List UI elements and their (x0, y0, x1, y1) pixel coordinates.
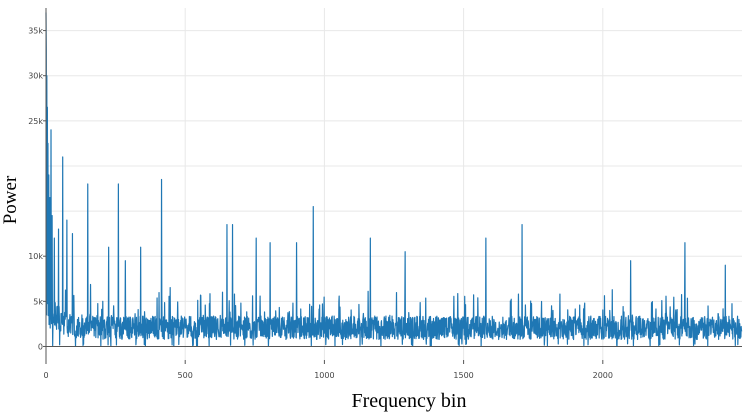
y-tick-label: 5k (33, 297, 43, 306)
series-layer (45, 12, 743, 348)
y-tick-label: 25k (28, 117, 43, 126)
axes (45, 8, 742, 360)
y-tick-label: 0 (38, 342, 43, 351)
grid (46, 8, 742, 360)
x-tick-label: 500 (178, 371, 193, 380)
x-tick-label: 1500 (453, 371, 473, 380)
x-tick-label: 1000 (314, 371, 334, 380)
power-series-line (45, 12, 743, 348)
tick-labels: 0 5k 10k 25k 30k 35k 0 500 1000 1500 2000 (28, 27, 613, 380)
y-tick-label: 35k (28, 27, 43, 36)
y-tick-label: 10k (28, 252, 43, 261)
x-axis-title: Frequency bin (352, 390, 467, 412)
x-tick-label: 2000 (593, 371, 613, 380)
y-axis-title: Power (0, 175, 21, 224)
y-tick-label: 30k (28, 72, 43, 81)
x-tick-label: 0 (43, 371, 48, 380)
